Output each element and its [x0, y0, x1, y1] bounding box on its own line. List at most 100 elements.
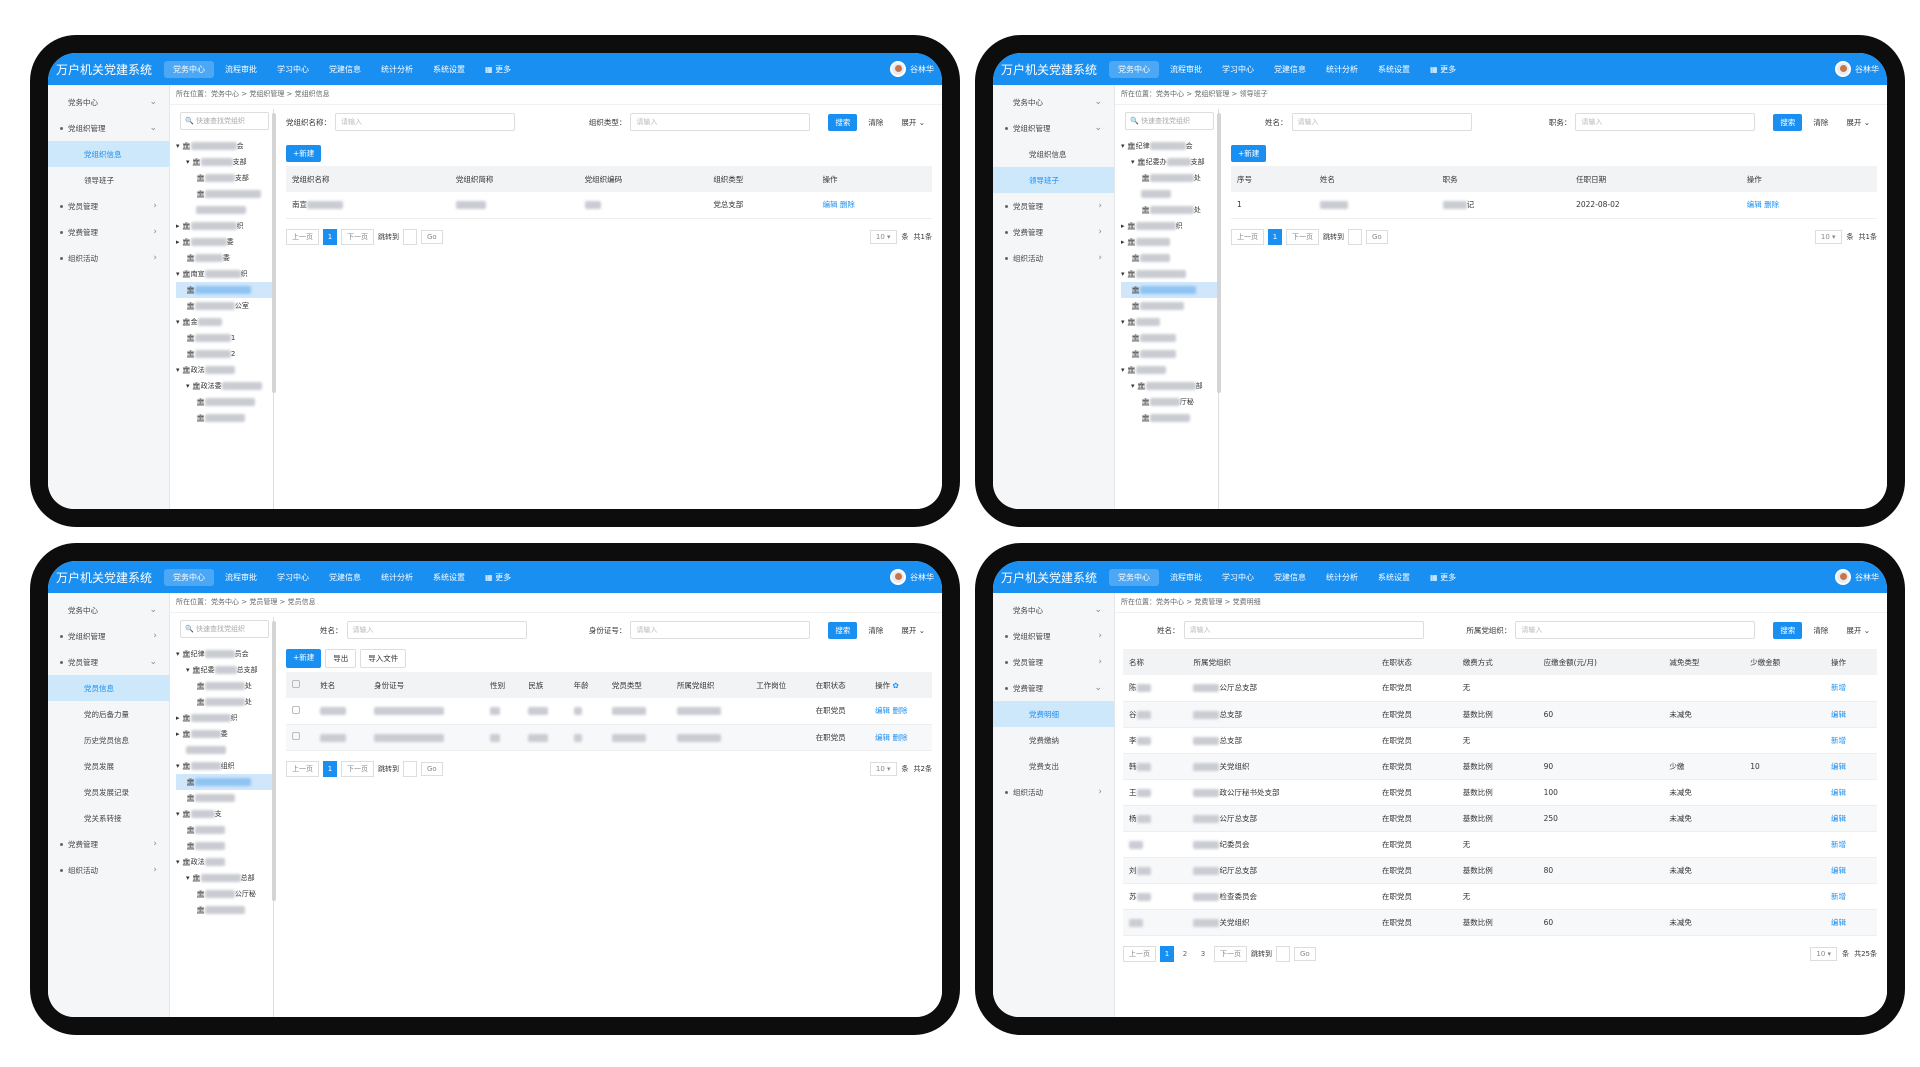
tree-node[interactable]: 🏛 厅秘	[1141, 398, 1194, 406]
tree-node[interactable]: ▾ 🏛 会	[176, 142, 244, 150]
tree-node[interactable]: 🏛	[1121, 250, 1218, 266]
sidebar-item-fee-manage[interactable]: 党费管理 ›	[48, 831, 169, 857]
clear-button[interactable]: 清除	[868, 625, 884, 635]
tree-node-selected[interactable]: 🏛	[176, 282, 273, 298]
nav-more[interactable]: ▦ 更多	[485, 64, 512, 74]
row-checkbox[interactable]	[292, 732, 300, 740]
table-row[interactable]: 关党组织 在职党员 基数比例 60 未减免 编辑	[1123, 909, 1877, 936]
nav-more[interactable]: ▦ 更多	[485, 572, 512, 582]
tree-node[interactable]: ▾ 🏛 组织	[176, 762, 235, 770]
search-button[interactable]: 搜索	[1773, 621, 1803, 639]
sidebar-item-member-manage[interactable]: 党员管理 ›	[48, 193, 169, 219]
tree-node[interactable]: 🏛	[176, 822, 273, 838]
go-button[interactable]: Go	[421, 229, 443, 244]
select-all-checkbox[interactable]	[292, 680, 300, 688]
page-1[interactable]: 1	[323, 760, 337, 777]
tree-node[interactable]: 🏛 公室	[186, 302, 249, 310]
page-1[interactable]: 1	[323, 228, 337, 245]
page-size-select[interactable]: 10 ▾	[869, 761, 897, 776]
edit-link[interactable]: 编辑	[1746, 200, 1762, 210]
user-menu[interactable]: 谷林华	[1835, 61, 1879, 77]
tree-node[interactable]: ▾ 🏛政法	[176, 362, 273, 378]
sidebar-item-leaders[interactable]: 领导班子	[993, 167, 1114, 193]
tree-node[interactable]: ▾ 🏛纪委办 支部	[1131, 158, 1205, 166]
tree-node-selected[interactable]: 🏛	[1121, 282, 1218, 298]
tree-node[interactable]: ▾ 🏛 支	[176, 810, 222, 818]
sidebar-item-leaders[interactable]: 领导班子	[48, 167, 169, 193]
tree-node[interactable]: 🏛 处	[1141, 206, 1201, 214]
name-input[interactable]: 请输入	[1183, 621, 1424, 639]
search-button[interactable]: 搜索	[828, 113, 858, 131]
nav-settings[interactable]: 系统设置	[1378, 572, 1411, 582]
sidebar-item-member-manage[interactable]: 党员管理 ⌄	[48, 649, 169, 675]
nav-study[interactable]: 学习中心	[1222, 572, 1255, 582]
nav-stats[interactable]: 统计分析	[1326, 572, 1359, 582]
tree-node[interactable]: ▾ 🏛政法	[176, 854, 273, 870]
prev-page-button[interactable]: 上一页	[286, 228, 319, 245]
edit-link[interactable]: 编辑	[875, 706, 891, 716]
nav-study[interactable]: 学习中心	[1222, 64, 1255, 74]
tree-node[interactable]: ▾ 🏛 部	[1131, 382, 1203, 390]
prev-page-button[interactable]: 上一页	[1123, 945, 1156, 962]
tree-node[interactable]: 🏛 2	[186, 350, 236, 358]
sidebar-item-party-center[interactable]: 党务中心 ⌄	[48, 597, 169, 623]
nav-approval[interactable]: 流程审批	[1170, 572, 1203, 582]
edit-link[interactable]: 编辑	[1830, 813, 1846, 823]
sidebar-item-party-center[interactable]: 党务中心 ⌄	[48, 89, 169, 115]
sidebar-item-member-info[interactable]: 党员信息	[48, 675, 169, 701]
nav-settings[interactable]: 系统设置	[433, 572, 466, 582]
next-page-button[interactable]: 下一页	[341, 228, 374, 245]
tree-scrollbar[interactable]	[272, 113, 276, 393]
sidebar-item-org-info[interactable]: 党组织信息	[993, 141, 1114, 167]
delete-link[interactable]: 删除	[892, 706, 908, 716]
user-menu[interactable]: 谷林华	[890, 569, 934, 585]
expand-button[interactable]: 展开 ⌄	[1846, 117, 1870, 127]
nav-approval[interactable]: 流程审批	[225, 64, 258, 74]
new-button[interactable]: +新建	[286, 145, 322, 162]
sidebar-item-transfer[interactable]: 党关系转接	[48, 805, 169, 831]
go-button[interactable]: Go	[1366, 229, 1388, 244]
tree-node[interactable]: ▾ 🏛 支部	[186, 158, 247, 166]
tree-node[interactable]: 🏛	[176, 410, 273, 426]
expand-button[interactable]: 展开 ⌄	[901, 117, 925, 127]
go-button[interactable]: Go	[421, 761, 443, 776]
tree-node[interactable]: 🏛 公厅秘	[196, 890, 256, 898]
tree-node[interactable]: 🏛	[176, 186, 273, 202]
tree-node[interactable]: 🏛 处	[1141, 174, 1201, 182]
user-menu[interactable]: 谷林华	[890, 61, 934, 77]
tree-node-selected[interactable]: 🏛	[176, 774, 273, 790]
jump-input[interactable]	[1348, 228, 1362, 245]
tree-node[interactable]	[176, 202, 273, 218]
delete-link[interactable]: 删除	[1764, 200, 1780, 210]
tree-node[interactable]: ▾ 🏛纪委 总支部	[186, 666, 258, 674]
import-button[interactable]: 导入文件	[360, 649, 407, 668]
sidebar-item-member-manage[interactable]: 党员管理 ›	[993, 193, 1114, 219]
nav-party-center[interactable]: 党务中心	[1109, 568, 1160, 586]
sidebar-item-member-manage[interactable]: 党员管理 ›	[993, 649, 1114, 675]
tree-scrollbar[interactable]	[272, 621, 276, 901]
nav-approval[interactable]: 流程审批	[1170, 64, 1203, 74]
sidebar-item-develop-record[interactable]: 党员发展记录	[48, 779, 169, 805]
tree-node[interactable]: 🏛 处	[196, 698, 252, 706]
name-input[interactable]: 请输入	[1291, 113, 1472, 131]
page-1[interactable]: 1	[1268, 228, 1282, 245]
prev-page-button[interactable]: 上一页	[286, 760, 319, 777]
sidebar-item-activities[interactable]: 组织活动 ›	[48, 245, 169, 271]
nav-party-center[interactable]: 党务中心	[164, 568, 215, 586]
tree-node[interactable]: ▾ 🏛纪律会	[1121, 142, 1193, 150]
sidebar-item-fee-manage[interactable]: 党费管理 ›	[48, 219, 169, 245]
table-row[interactable]: 杨公厅总支部 在职党员 基数比例 250 未减免 编辑	[1123, 805, 1877, 832]
table-row[interactable]: 陈公厅总支部 在职党员无新增	[1123, 675, 1877, 702]
edit-link[interactable]: 编辑	[1830, 787, 1846, 797]
table-row[interactable]: 纪委员会 在职党员无新增	[1123, 831, 1877, 858]
sidebar-item-party-center[interactable]: 党务中心 ⌄	[993, 597, 1114, 623]
add-link[interactable]: 新增	[1830, 891, 1846, 901]
sidebar-item-org-manage[interactable]: 党组织管理 ⌄	[993, 115, 1114, 141]
tree-node[interactable]: 🏛 1	[186, 334, 236, 342]
next-page-button[interactable]: 下一页	[1286, 228, 1319, 245]
tree-node[interactable]: 🏛	[1121, 410, 1218, 426]
sidebar-item-activities[interactable]: 组织活动 ›	[993, 245, 1114, 271]
nav-study[interactable]: 学习中心	[277, 572, 310, 582]
id-input[interactable]: 请输入	[630, 621, 811, 639]
jump-input[interactable]	[403, 760, 417, 777]
